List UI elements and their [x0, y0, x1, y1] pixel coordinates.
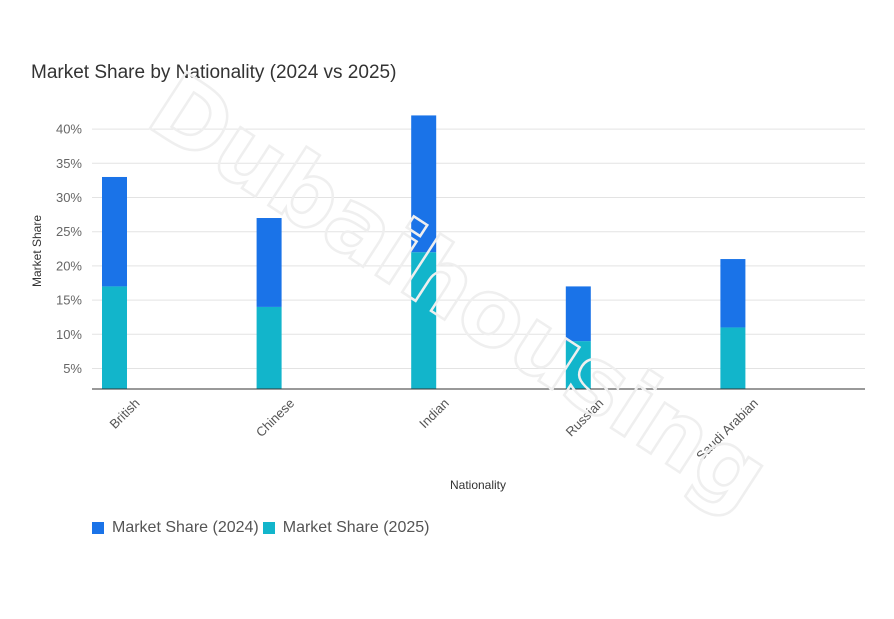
x-category-label: Chinese	[253, 396, 297, 440]
y-axis-ticks: 5% 10% 15% 20% 25% 30% 35% 40%	[56, 122, 82, 376]
chart-title: Market Share by Nationality (2024 vs 202…	[31, 62, 397, 83]
y-tick-label: 5%	[63, 361, 82, 376]
y-tick-label: 25%	[56, 224, 82, 239]
x-category-label: Indian	[416, 396, 452, 432]
y-tick-label: 30%	[56, 190, 82, 205]
bar-2024-saudi-arabian	[720, 259, 746, 328]
legend-label: Market Share (2025)	[282, 519, 430, 536]
y-axis-title: Market Share	[30, 215, 44, 287]
bar-2025-british	[102, 286, 127, 389]
bars	[102, 115, 746, 389]
legend-item: Market Share (2024)	[92, 519, 259, 537]
legend-item: Market Share (2025)	[262, 519, 430, 537]
bar-2025-indian	[411, 252, 437, 389]
y-tick-label: 35%	[56, 156, 82, 171]
x-axis-title: Nationality	[450, 478, 506, 492]
bar-2024-russian	[565, 286, 591, 342]
bar-2024-british	[102, 176, 127, 287]
y-tick-label: 20%	[56, 258, 82, 273]
x-category-label: British	[106, 396, 142, 432]
legend-swatch	[262, 522, 275, 534]
bar-2024-indian	[411, 115, 437, 253]
bar-2025-russian	[565, 341, 591, 389]
y-tick-label: 40%	[56, 122, 82, 137]
y-tick-label: 10%	[56, 327, 82, 342]
bar-2024-chinese	[256, 218, 282, 307]
legend-swatch	[92, 522, 104, 534]
bar-2025-chinese	[256, 306, 282, 389]
legend-label: Market Share (2024)	[112, 519, 259, 536]
legend: Market Share (2024) Market Share (2025)	[92, 519, 433, 537]
watermark-text: Dubaihousing	[131, 52, 787, 530]
bar-2025-saudi-arabian	[720, 327, 746, 389]
y-tick-label: 15%	[56, 293, 82, 308]
